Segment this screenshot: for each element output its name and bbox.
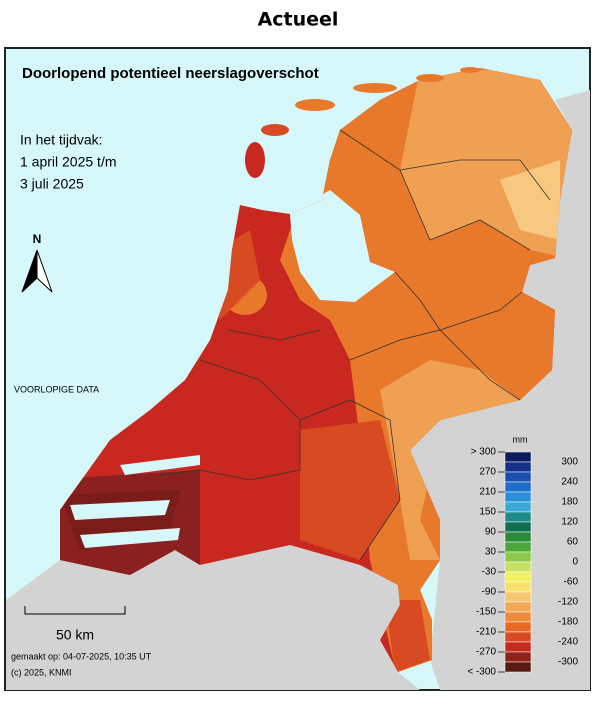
legend-swatch xyxy=(504,651,532,663)
legend-label-right: 300 xyxy=(561,457,578,468)
legend-label-left: -150 xyxy=(476,607,496,618)
legend-swatch xyxy=(504,611,532,623)
legend-label-right: -60 xyxy=(564,577,579,588)
legend-label-left: -90 xyxy=(482,587,497,598)
period-label: In het tijdvak: xyxy=(20,132,103,148)
legend-swatch xyxy=(504,581,532,593)
legend-swatch xyxy=(504,481,532,493)
legend-label-left: < -300 xyxy=(467,667,496,678)
legend-swatch xyxy=(504,591,532,603)
legend-label-left: -30 xyxy=(482,567,497,578)
legend-label-left: 270 xyxy=(479,467,496,478)
footer-date: gemaakt op: 04-07-2025, 10:35 UT xyxy=(11,651,152,661)
north-arrow xyxy=(36,249,53,293)
legend-swatch xyxy=(504,661,532,673)
legend-label-right: -120 xyxy=(558,597,578,608)
province-borders xyxy=(159,129,551,561)
legend-label-left: -210 xyxy=(476,627,496,638)
legend-label-right: -300 xyxy=(558,657,578,668)
legend-label-right: 120 xyxy=(561,517,578,528)
north-label: N xyxy=(33,232,42,246)
page-title: Actueel xyxy=(258,9,339,31)
scale-label: 50 km xyxy=(56,627,94,643)
legend-label-right: 60 xyxy=(567,537,579,548)
legend-swatch xyxy=(504,451,532,463)
legend-label-right: -180 xyxy=(558,617,578,628)
legend-swatch xyxy=(504,501,532,513)
belgium xyxy=(6,545,420,690)
legend-swatch xyxy=(504,561,532,573)
legend-label-right: -240 xyxy=(558,637,578,648)
legend: > 300 270 210 150 90 30 -30 -90 -150 -210 -270 < -3… xyxy=(467,447,578,678)
period-end: 3 juli 2025 xyxy=(20,176,84,192)
legend-swatch xyxy=(504,471,532,483)
legend-swatch xyxy=(504,521,532,533)
footer-copyright: (c) 2025, KNMI xyxy=(11,667,72,677)
legend-swatch xyxy=(504,511,532,523)
legend-label-left: 90 xyxy=(485,527,497,538)
legend-label-right: 0 xyxy=(572,557,578,568)
legend-swatch xyxy=(504,641,532,653)
map-title: Doorlopend potentieel neerslagoverschot xyxy=(22,65,319,82)
data-note: VOORLOPIGE DATA xyxy=(14,384,99,394)
legend-label-left: 150 xyxy=(479,507,496,518)
legend-swatch xyxy=(504,571,532,583)
legend-swatch xyxy=(504,461,532,473)
legend-label-right: 240 xyxy=(561,477,578,488)
wadden-islands xyxy=(245,67,480,178)
legend-label-left: -270 xyxy=(476,647,496,658)
legend-swatch xyxy=(504,621,532,633)
legend-unit: mm xyxy=(513,434,528,444)
scale-bar xyxy=(24,606,126,615)
legend-label-left: 30 xyxy=(485,547,497,558)
legend-label-left: 210 xyxy=(479,487,496,498)
legend-swatch xyxy=(504,491,532,503)
period-start: 1 april 2025 t/m xyxy=(20,154,117,170)
legend-swatch xyxy=(504,541,532,553)
legend-swatch xyxy=(504,601,532,613)
legend-label-left: > 300 xyxy=(471,447,497,458)
germany xyxy=(410,90,590,690)
legend-swatch xyxy=(504,531,532,543)
legend-swatch xyxy=(504,551,532,563)
legend-label-right: 180 xyxy=(561,497,578,508)
legend-swatch xyxy=(504,631,532,643)
